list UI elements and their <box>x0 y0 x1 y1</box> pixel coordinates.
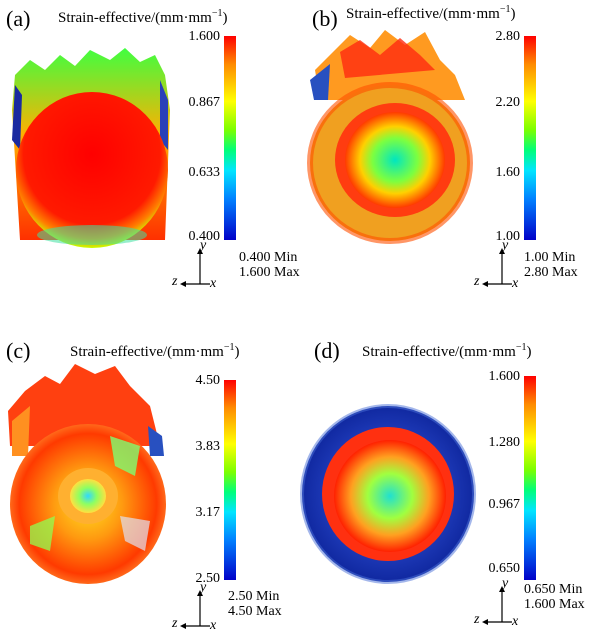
axis-triad: y z x <box>172 238 232 291</box>
colorbar-tick: 4.50 <box>195 373 221 388</box>
axis-y-label: y <box>502 576 509 591</box>
axis-y-label: y <box>502 238 509 253</box>
panel-c: (c) Strain-effective/(mm·mm−1) 4. <box>0 316 300 634</box>
strain-contour-plot <box>307 30 473 244</box>
colorbar-title: Strain-effective/(mm·mm−1) <box>346 4 516 22</box>
panel-label: (c) <box>6 338 31 363</box>
axis-triad: y z x <box>474 576 534 629</box>
strain-contour-plot <box>300 404 476 584</box>
colorbar-tick: 1.600 <box>188 29 221 44</box>
axis-x-label: x <box>210 618 217 633</box>
min-value: 1.00 Min <box>524 250 576 265</box>
axis-y-label: y <box>200 580 207 595</box>
colorbar-tick: 2.80 <box>495 29 521 44</box>
axis-triad: y z x <box>172 580 232 633</box>
colorbar <box>224 380 236 580</box>
max-value: 1.600 Max <box>524 597 585 612</box>
axis-z-label: z <box>172 616 178 631</box>
colorbar-title: Strain-effective/(mm·mm−1) <box>58 8 228 26</box>
axis-x-label: x <box>512 614 519 629</box>
strain-contour-plot <box>8 364 166 584</box>
max-value: 2.80 Max <box>524 265 578 280</box>
max-value: 4.50 Max <box>228 604 282 619</box>
axis-triad: y z x <box>474 238 534 291</box>
max-value: 1.600 Max <box>239 265 300 280</box>
colorbar-tick: 1.60 <box>495 165 521 180</box>
axis-x-label: x <box>210 276 217 291</box>
colorbar <box>524 376 536 580</box>
colorbar-title: Strain-effective/(mm·mm−1) <box>362 342 532 360</box>
colorbar-tick: 1.280 <box>488 435 521 450</box>
panel-d: (d) Strain-effective/(mm·mm−1) 1.600 1.2… <box>300 316 600 632</box>
range-label: 1.00 Min 2.80 Max <box>524 250 578 280</box>
range-label: 2.50 Min 4.50 Max <box>228 589 282 619</box>
colorbar-tick: 2.20 <box>495 95 521 110</box>
colorbar <box>224 36 236 240</box>
panel-a: (a) Strain-effective/(mm·mm−1) 1.600 0.8… <box>0 0 300 316</box>
axis-z-label: z <box>474 612 480 627</box>
panel-label: (a) <box>6 6 31 31</box>
colorbar-tick: 3.83 <box>195 439 221 454</box>
colorbar-tick: 0.967 <box>488 497 521 512</box>
colorbar-tick: 0.867 <box>188 95 221 110</box>
colorbar-tick: 2.50 <box>195 571 221 586</box>
axis-z-label: z <box>172 274 178 289</box>
colorbar-tick: 0.400 <box>188 229 221 244</box>
axis-y-label: y <box>200 238 207 253</box>
min-value: 0.400 Min <box>239 250 298 265</box>
panel-label: (b) <box>312 6 338 31</box>
range-label: 0.650 Min 1.600 Max <box>524 582 585 612</box>
colorbar <box>524 36 536 240</box>
min-value: 2.50 Min <box>228 589 280 604</box>
colorbar-tick: 3.17 <box>195 505 221 520</box>
range-label: 0.400 Min 1.600 Max <box>239 250 300 280</box>
colorbar-title: Strain-effective/(mm·mm−1) <box>70 342 240 360</box>
axis-z-label: z <box>474 274 480 289</box>
colorbar-tick: 1.00 <box>495 229 521 244</box>
axis-x-label: x <box>512 276 519 291</box>
colorbar-tick: 1.600 <box>488 369 521 384</box>
colorbar-tick: 0.633 <box>188 165 221 180</box>
panel-label: (d) <box>314 338 340 363</box>
min-value: 0.650 Min <box>524 582 583 597</box>
strain-contour-plot <box>12 48 170 248</box>
panel-b: (b) Strain-effective/(mm·mm−1) 2.80 2.20… <box>300 0 600 316</box>
colorbar-tick: 0.650 <box>488 561 521 576</box>
